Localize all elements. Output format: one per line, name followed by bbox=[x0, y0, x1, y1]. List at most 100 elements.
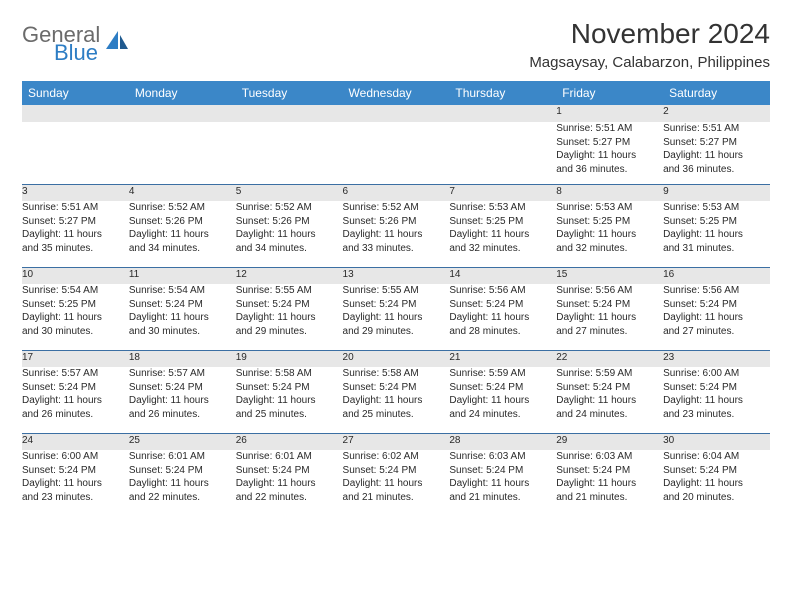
day-d1-line: Daylight: 11 hours bbox=[129, 394, 236, 408]
day-number-cell: 12 bbox=[236, 267, 343, 284]
day-content-cell: Sunrise: 5:59 AMSunset: 5:24 PMDaylight:… bbox=[556, 367, 663, 433]
day-sr-line: Sunrise: 5:53 AM bbox=[449, 201, 556, 215]
day-d1-line: Daylight: 11 hours bbox=[556, 394, 663, 408]
day-ss-line: Sunset: 5:24 PM bbox=[663, 464, 770, 478]
day-sr-line: Sunrise: 5:52 AM bbox=[236, 201, 343, 215]
day-d1-line: Daylight: 11 hours bbox=[556, 311, 663, 325]
day-d1-line: Daylight: 11 hours bbox=[22, 394, 129, 408]
day-d2-line: and 25 minutes. bbox=[236, 408, 343, 422]
day-number-cell bbox=[22, 105, 129, 122]
day-d2-line: and 24 minutes. bbox=[449, 408, 556, 422]
day-content-cell: Sunrise: 5:56 AMSunset: 5:24 PMDaylight:… bbox=[449, 284, 556, 350]
page-header: General Blue November 2024 Magsaysay, Ca… bbox=[22, 18, 770, 71]
day-d2-line: and 21 minutes. bbox=[343, 491, 450, 505]
day-content-cell: Sunrise: 5:54 AMSunset: 5:24 PMDaylight:… bbox=[129, 284, 236, 350]
day-d1-line: Daylight: 11 hours bbox=[663, 228, 770, 242]
day-sr-line: Sunrise: 6:00 AM bbox=[663, 367, 770, 381]
day-content-cell: Sunrise: 5:52 AMSunset: 5:26 PMDaylight:… bbox=[129, 201, 236, 267]
day-d2-line: and 36 minutes. bbox=[556, 163, 663, 177]
day-sr-line: Sunrise: 6:00 AM bbox=[22, 450, 129, 464]
weekday-header: Friday bbox=[556, 81, 663, 105]
day-d1-line: Daylight: 11 hours bbox=[449, 311, 556, 325]
day-content-cell bbox=[22, 122, 129, 184]
day-number-cell: 29 bbox=[556, 433, 663, 450]
day-d2-line: and 25 minutes. bbox=[343, 408, 450, 422]
day-ss-line: Sunset: 5:24 PM bbox=[343, 298, 450, 312]
day-number-cell: 6 bbox=[343, 184, 450, 201]
day-sr-line: Sunrise: 5:57 AM bbox=[22, 367, 129, 381]
day-number-cell: 10 bbox=[22, 267, 129, 284]
day-ss-line: Sunset: 5:27 PM bbox=[22, 215, 129, 229]
day-d1-line: Daylight: 11 hours bbox=[22, 477, 129, 491]
day-number-cell: 2 bbox=[663, 105, 770, 122]
day-ss-line: Sunset: 5:24 PM bbox=[556, 464, 663, 478]
day-ss-line: Sunset: 5:24 PM bbox=[236, 298, 343, 312]
day-d2-line: and 35 minutes. bbox=[22, 242, 129, 256]
day-d1-line: Daylight: 11 hours bbox=[343, 394, 450, 408]
day-sr-line: Sunrise: 5:54 AM bbox=[22, 284, 129, 298]
day-sr-line: Sunrise: 6:01 AM bbox=[236, 450, 343, 464]
day-content-cell: Sunrise: 5:53 AMSunset: 5:25 PMDaylight:… bbox=[449, 201, 556, 267]
day-number-cell: 24 bbox=[22, 433, 129, 450]
day-sr-line: Sunrise: 6:04 AM bbox=[663, 450, 770, 464]
day-number-cell: 3 bbox=[22, 184, 129, 201]
day-ss-line: Sunset: 5:24 PM bbox=[236, 381, 343, 395]
day-ss-line: Sunset: 5:25 PM bbox=[556, 215, 663, 229]
day-content-cell: Sunrise: 5:52 AMSunset: 5:26 PMDaylight:… bbox=[236, 201, 343, 267]
day-d1-line: Daylight: 11 hours bbox=[556, 149, 663, 163]
day-sr-line: Sunrise: 6:01 AM bbox=[129, 450, 236, 464]
day-ss-line: Sunset: 5:24 PM bbox=[22, 464, 129, 478]
day-sr-line: Sunrise: 5:55 AM bbox=[236, 284, 343, 298]
day-ss-line: Sunset: 5:24 PM bbox=[663, 298, 770, 312]
day-d2-line: and 27 minutes. bbox=[556, 325, 663, 339]
day-ss-line: Sunset: 5:24 PM bbox=[236, 464, 343, 478]
day-number-cell bbox=[343, 105, 450, 122]
day-content-cell bbox=[129, 122, 236, 184]
day-content-cell: Sunrise: 5:56 AMSunset: 5:24 PMDaylight:… bbox=[663, 284, 770, 350]
day-number-cell: 8 bbox=[556, 184, 663, 201]
day-content-cell: Sunrise: 6:04 AMSunset: 5:24 PMDaylight:… bbox=[663, 450, 770, 516]
day-content-cell: Sunrise: 5:51 AMSunset: 5:27 PMDaylight:… bbox=[556, 122, 663, 184]
day-sr-line: Sunrise: 5:59 AM bbox=[556, 367, 663, 381]
day-d2-line: and 29 minutes. bbox=[236, 325, 343, 339]
day-ss-line: Sunset: 5:24 PM bbox=[663, 381, 770, 395]
day-content-cell: Sunrise: 6:02 AMSunset: 5:24 PMDaylight:… bbox=[343, 450, 450, 516]
day-content-cell: Sunrise: 6:00 AMSunset: 5:24 PMDaylight:… bbox=[663, 367, 770, 433]
day-content-cell: Sunrise: 6:03 AMSunset: 5:24 PMDaylight:… bbox=[556, 450, 663, 516]
day-ss-line: Sunset: 5:24 PM bbox=[129, 298, 236, 312]
day-number-cell: 22 bbox=[556, 350, 663, 367]
day-number-cell: 25 bbox=[129, 433, 236, 450]
day-ss-line: Sunset: 5:24 PM bbox=[449, 298, 556, 312]
weekday-header: Wednesday bbox=[343, 81, 450, 105]
day-content-cell: Sunrise: 5:57 AMSunset: 5:24 PMDaylight:… bbox=[129, 367, 236, 433]
day-content-cell: Sunrise: 5:52 AMSunset: 5:26 PMDaylight:… bbox=[343, 201, 450, 267]
day-d2-line: and 23 minutes. bbox=[663, 408, 770, 422]
day-sr-line: Sunrise: 5:58 AM bbox=[343, 367, 450, 381]
day-d2-line: and 36 minutes. bbox=[663, 163, 770, 177]
day-d2-line: and 22 minutes. bbox=[129, 491, 236, 505]
day-sr-line: Sunrise: 5:51 AM bbox=[22, 201, 129, 215]
day-content-cell: Sunrise: 5:51 AMSunset: 5:27 PMDaylight:… bbox=[22, 201, 129, 267]
day-content-row: Sunrise: 5:57 AMSunset: 5:24 PMDaylight:… bbox=[22, 367, 770, 433]
day-ss-line: Sunset: 5:25 PM bbox=[449, 215, 556, 229]
day-content-cell: Sunrise: 6:03 AMSunset: 5:24 PMDaylight:… bbox=[449, 450, 556, 516]
day-d1-line: Daylight: 11 hours bbox=[449, 477, 556, 491]
day-ss-line: Sunset: 5:24 PM bbox=[129, 464, 236, 478]
day-d2-line: and 26 minutes. bbox=[129, 408, 236, 422]
day-sr-line: Sunrise: 6:02 AM bbox=[343, 450, 450, 464]
day-number-cell: 14 bbox=[449, 267, 556, 284]
day-sr-line: Sunrise: 5:52 AM bbox=[129, 201, 236, 215]
day-sr-line: Sunrise: 5:59 AM bbox=[449, 367, 556, 381]
day-content-cell: Sunrise: 5:56 AMSunset: 5:24 PMDaylight:… bbox=[556, 284, 663, 350]
day-d1-line: Daylight: 11 hours bbox=[236, 228, 343, 242]
day-d1-line: Daylight: 11 hours bbox=[236, 477, 343, 491]
location-subtitle: Magsaysay, Calabarzon, Philippines bbox=[529, 54, 770, 71]
day-sr-line: Sunrise: 5:52 AM bbox=[343, 201, 450, 215]
day-number-cell: 30 bbox=[663, 433, 770, 450]
day-number-cell: 20 bbox=[343, 350, 450, 367]
day-sr-line: Sunrise: 5:53 AM bbox=[663, 201, 770, 215]
day-sr-line: Sunrise: 5:58 AM bbox=[236, 367, 343, 381]
day-d2-line: and 31 minutes. bbox=[663, 242, 770, 256]
day-content-cell: Sunrise: 5:54 AMSunset: 5:25 PMDaylight:… bbox=[22, 284, 129, 350]
day-d1-line: Daylight: 11 hours bbox=[556, 477, 663, 491]
